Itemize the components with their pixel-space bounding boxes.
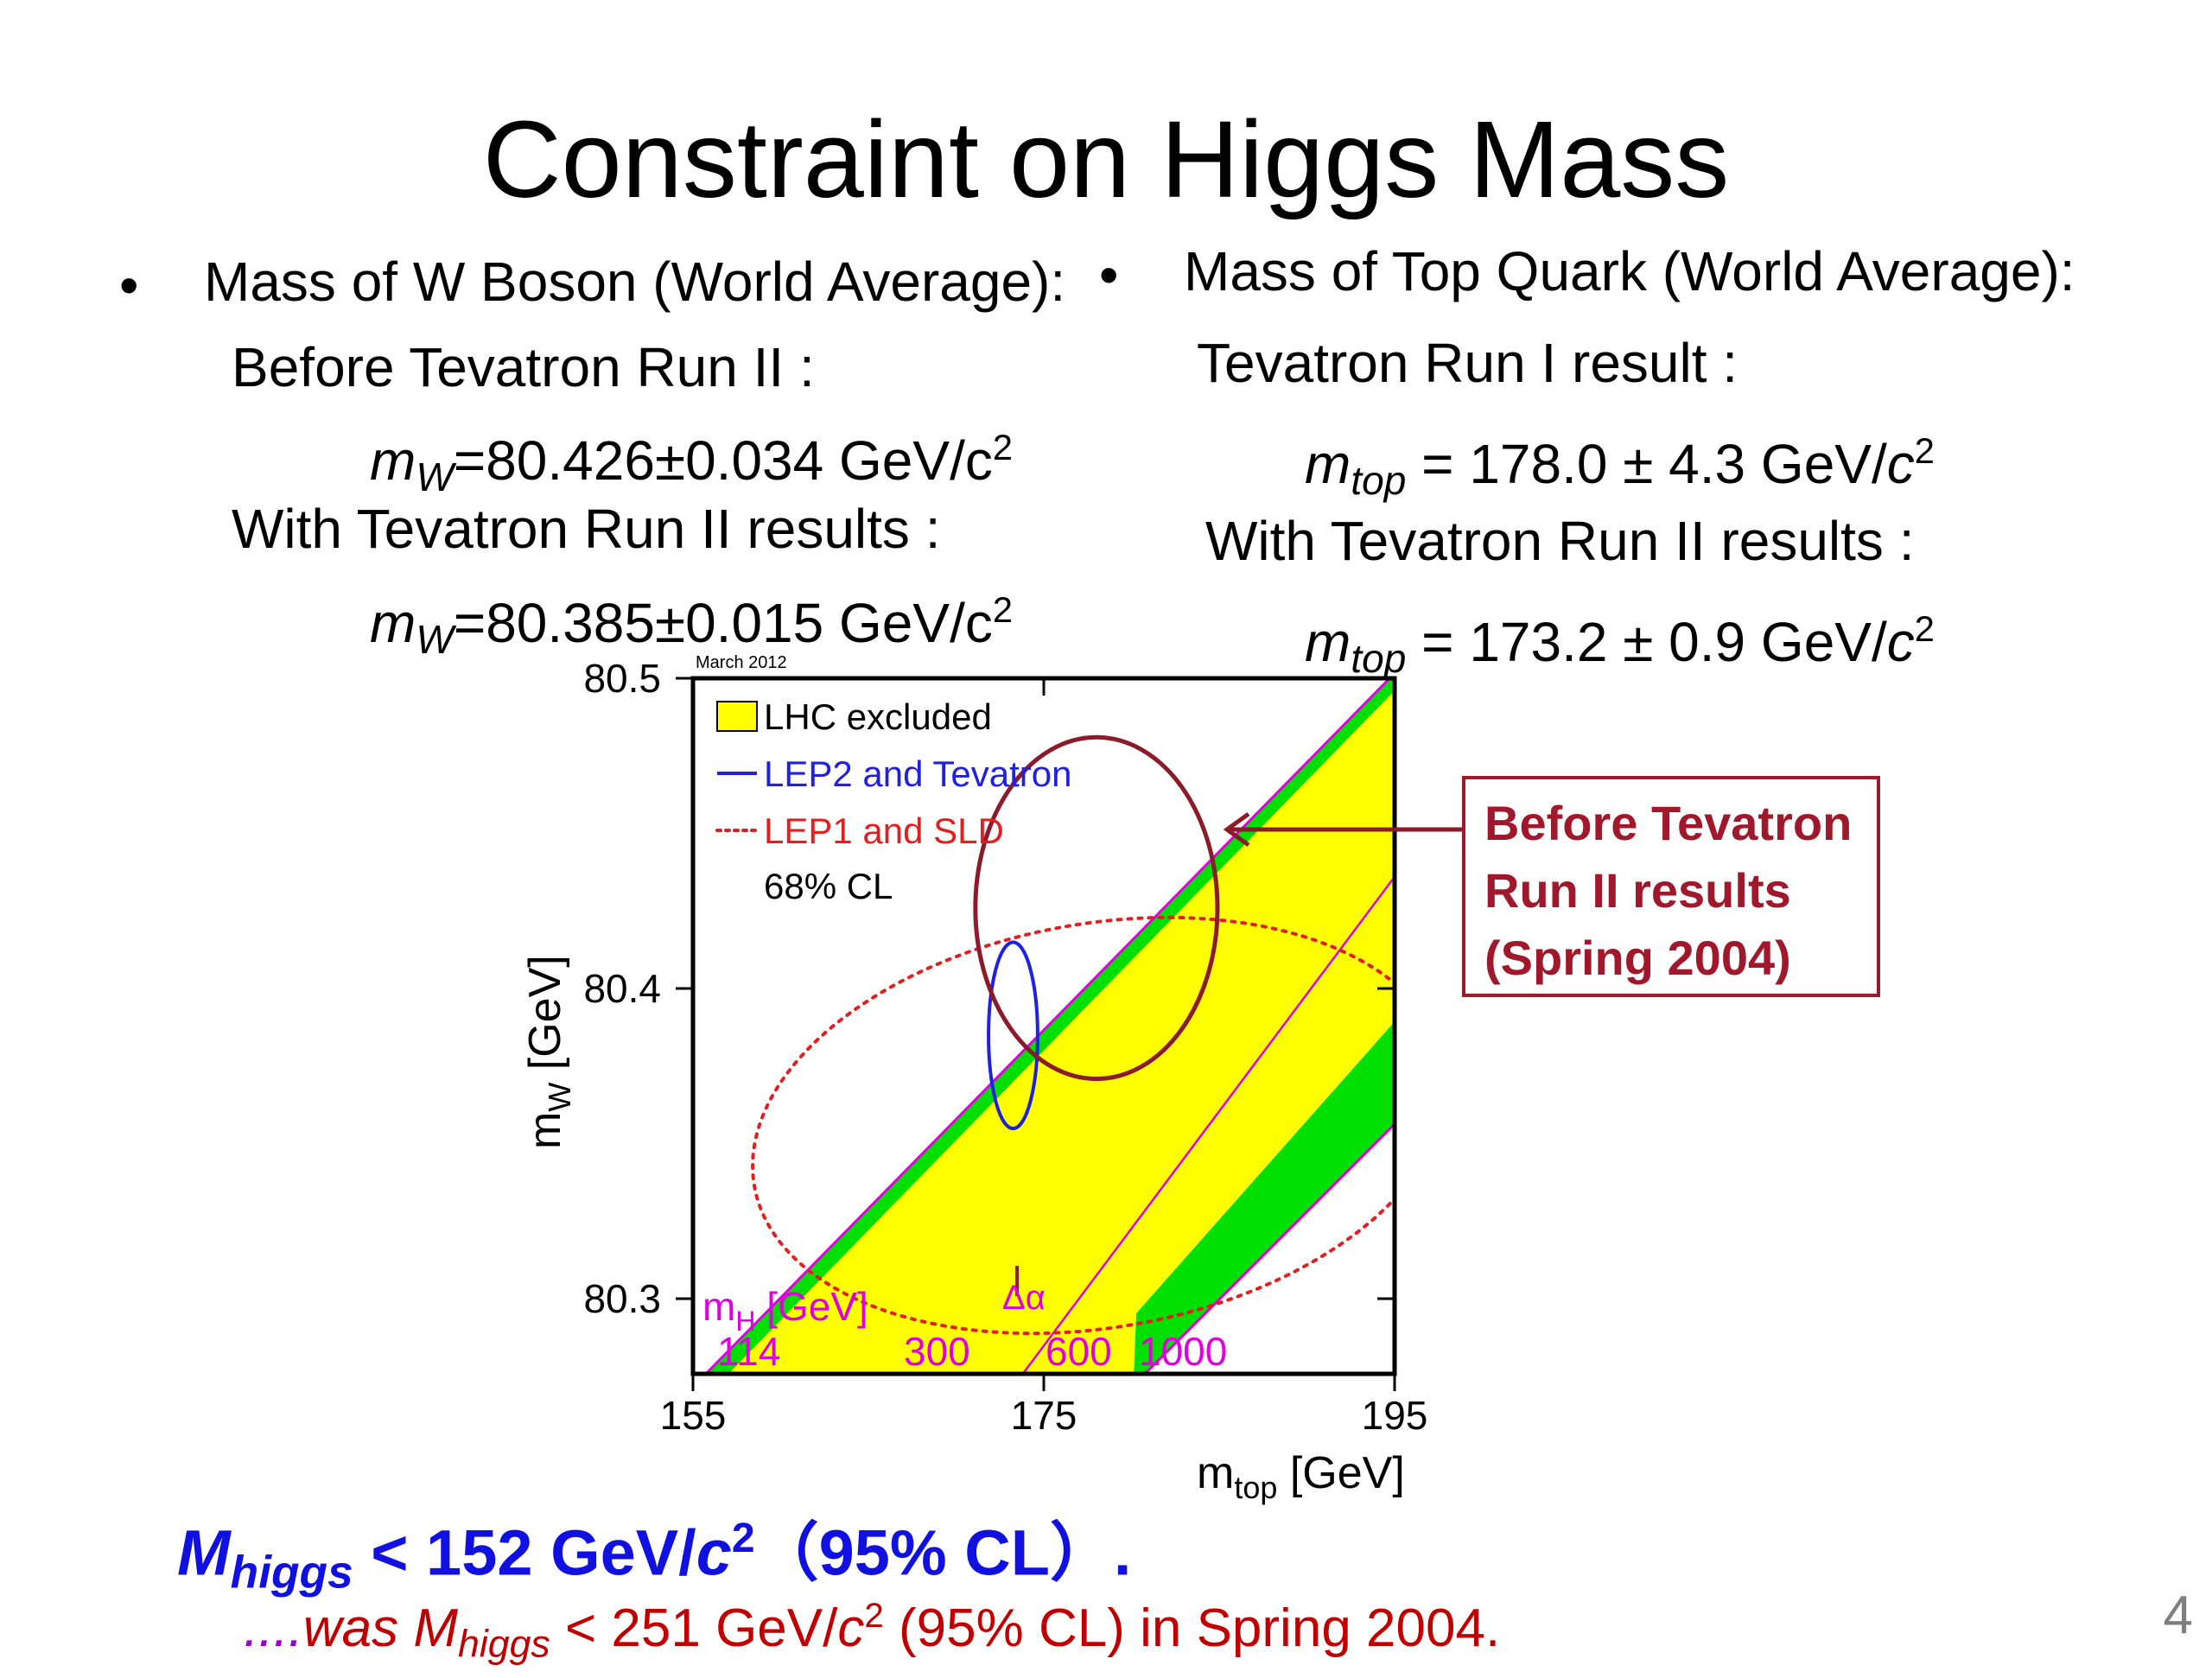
delta-alpha-label: Δα: [1002, 1279, 1046, 1317]
legend-lep2-label: LEP2 and Tevatron: [764, 753, 1072, 794]
legend-lhc-label: LHC excluded: [764, 696, 992, 737]
callout-line: (Spring 2004): [1484, 931, 1791, 985]
callout-line: Run II results: [1484, 863, 1791, 918]
xtick-label: 155: [660, 1393, 727, 1438]
higgs-1000-line: [1142, 1122, 1395, 1374]
previous-higgs-limit: ....was Mhiggs < 251 GeV/c2 (95% CL) in …: [244, 1596, 1501, 1666]
callout-line: Before Tevatron: [1484, 796, 1853, 850]
higgs-value-label: 114: [717, 1329, 780, 1374]
slide-title: Constraint on Higgs Mass: [482, 99, 1730, 220]
mw-before-value: mW=80.426±0.034 GeV/c2: [370, 427, 1013, 499]
before-run2-contour: [973, 734, 1220, 1082]
lep1-sld-contour: [751, 915, 1395, 1336]
x-axis-label: mtop [GeV]: [1197, 1448, 1405, 1505]
callout-arrow-head: [1223, 811, 1250, 848]
chart-date: March 2012: [696, 653, 787, 672]
bullet-w-boson: •: [119, 254, 139, 316]
band-edge-line: [703, 678, 1392, 1374]
top-run1-label: Tevatron Run I result :: [1197, 332, 1738, 394]
bullet-top-quark: •: [1099, 244, 1119, 306]
plot-area: [703, 678, 1395, 1374]
higgs-value-label: 1000: [1139, 1329, 1227, 1374]
top-with-label: With Tevatron Run II results :: [1205, 510, 1915, 572]
xtick-label: 175: [1011, 1393, 1077, 1438]
page-number: 4: [2163, 1586, 2193, 1645]
legend-lep1-label: LEP1 and SLD: [764, 810, 1004, 851]
w-before-label: Before Tevatron Run II :: [232, 336, 815, 398]
mtop-run1-value: mtop = 178.0 ± 4.3 GeV/c2: [1305, 430, 1935, 503]
higgs-mass-conclusion: Mhiggs < 152 GeV/c2（95% CL）.: [177, 1515, 1132, 1599]
mtop-with-value: mtop = 173.2 ± 0.9 GeV/c2: [1305, 608, 1935, 681]
mw-vs-mtop-chart: 80.3 80.4 80.5 155 175 195 mtop [GeV] mW…: [520, 653, 1462, 1505]
higgs-300-line: [1021, 874, 1395, 1374]
y-axis-label: mW [GeV]: [520, 955, 577, 1149]
higgs-value-label: 600: [1046, 1329, 1112, 1374]
lep2-tevatron-contour: [987, 940, 1039, 1131]
mw-with-value: mW=80.385±0.015 GeV/c2: [370, 589, 1013, 662]
higgs-band-high: [1134, 1021, 1395, 1374]
before-run2-callout: Before Tevatron Run II results (Spring 2…: [1462, 776, 1880, 997]
xtick-label: 195: [1362, 1393, 1428, 1438]
legend-cl-label: 68% CL: [764, 866, 893, 906]
higgs-mass-axis-label: mH [GeV]: [702, 1284, 868, 1337]
ytick-label: 80.4: [583, 966, 661, 1011]
w-with-label: With Tevatron Run II results :: [232, 498, 941, 560]
w-boson-heading: Mass of W Boson (World Average):: [204, 251, 1066, 313]
ytick-label: 80.3: [583, 1276, 661, 1321]
axis-ticks: [676, 677, 1396, 1391]
ytick-label: 80.5: [583, 656, 661, 701]
higgs-value-label: 300: [904, 1329, 970, 1374]
top-quark-heading: Mass of Top Quark (World Average):: [1184, 240, 2075, 302]
legend-lhc-swatch: [716, 701, 758, 732]
